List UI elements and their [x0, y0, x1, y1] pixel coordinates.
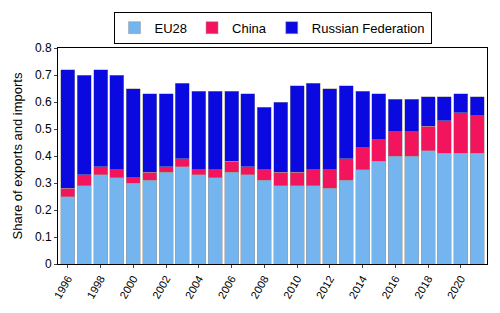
svg-text:2008: 2008 [248, 273, 271, 300]
svg-text:EU28: EU28 [155, 21, 188, 36]
svg-text:1996: 1996 [52, 273, 75, 300]
svg-text:0.4: 0.4 [35, 149, 52, 163]
svg-text:0.1: 0.1 [35, 230, 52, 244]
svg-text:2002: 2002 [150, 273, 173, 300]
svg-text:2006: 2006 [215, 273, 238, 300]
svg-text:0.7: 0.7 [35, 68, 52, 82]
svg-text:2010: 2010 [281, 273, 304, 300]
svg-text:Share of exports and imports: Share of exports and imports [10, 72, 25, 239]
svg-text:2016: 2016 [379, 273, 402, 300]
svg-text:2000: 2000 [117, 273, 140, 300]
svg-text:0.6: 0.6 [35, 95, 52, 109]
svg-text:2012: 2012 [314, 273, 337, 300]
svg-text:China: China [232, 21, 267, 36]
svg-text:0.2: 0.2 [35, 203, 52, 217]
svg-text:0: 0 [45, 257, 52, 271]
svg-text:2004: 2004 [183, 273, 206, 300]
svg-text:2020: 2020 [445, 273, 468, 300]
svg-text:2018: 2018 [412, 273, 435, 300]
svg-text:0.8: 0.8 [35, 41, 52, 55]
svg-text:0.3: 0.3 [35, 176, 52, 190]
svg-text:Russian Federation: Russian Federation [312, 21, 425, 36]
svg-text:2014: 2014 [346, 273, 369, 300]
svg-text:1998: 1998 [84, 273, 107, 300]
svg-text:0.5: 0.5 [35, 122, 52, 136]
